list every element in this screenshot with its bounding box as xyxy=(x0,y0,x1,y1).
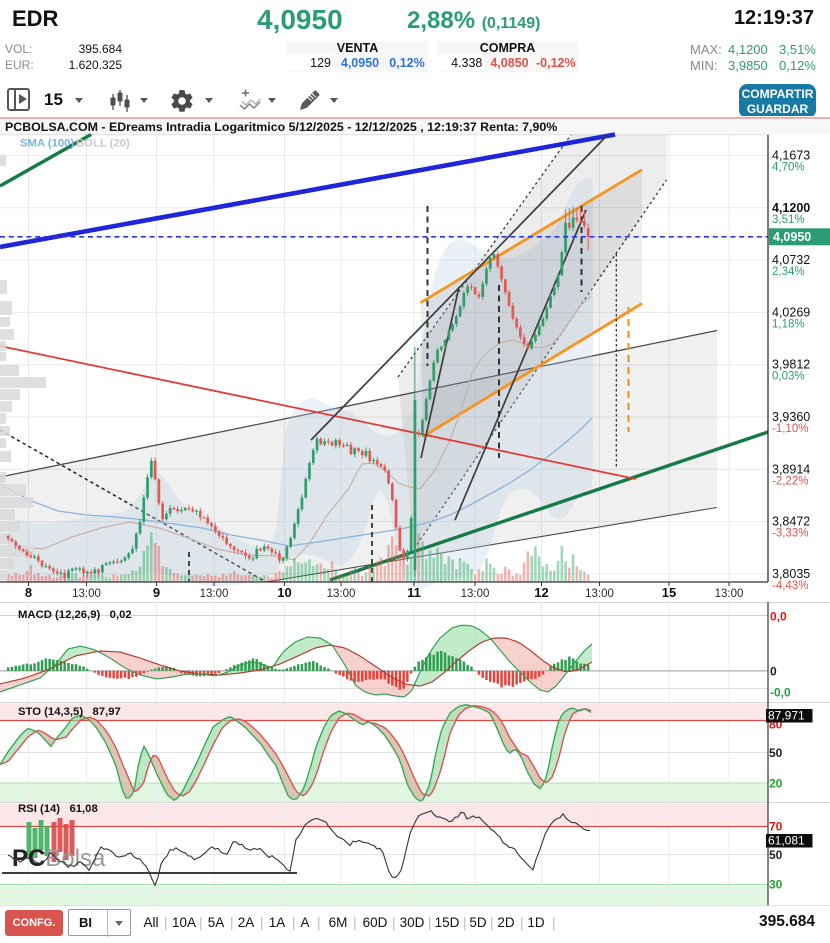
svg-text:MACD (12,26,9) 0,02: MACD (12,26,9) 0,02 xyxy=(18,609,132,621)
svg-text:4,0950: 4,0950 xyxy=(773,230,811,244)
svg-text:3,8914: 3,8914 xyxy=(772,462,810,476)
svg-text:3,9812: 3,9812 xyxy=(772,358,810,372)
svg-text:50: 50 xyxy=(769,848,783,862)
svg-text:-2,22%: -2,22% xyxy=(772,475,808,487)
svg-text:20: 20 xyxy=(769,777,783,791)
svg-text:0,0: 0,0 xyxy=(770,610,787,624)
svg-text:4,1200: 4,1200 xyxy=(772,201,810,215)
svg-text:11: 11 xyxy=(407,585,421,600)
svg-text:87,971: 87,971 xyxy=(768,709,805,723)
svg-text:9: 9 xyxy=(153,585,160,600)
svg-text:13:00: 13:00 xyxy=(585,588,614,600)
svg-text:-3,33%: -3,33% xyxy=(772,528,808,540)
svg-text:RSI (14) 61,08: RSI (14) 61,08 xyxy=(18,803,98,815)
svg-text:-4,43%: -4,43% xyxy=(772,580,808,592)
svg-text:3,8035: 3,8035 xyxy=(772,567,810,581)
svg-text:1,18%: 1,18% xyxy=(772,318,805,330)
svg-text:STO (14,3,5) 87,97: STO (14,3,5) 87,97 xyxy=(18,706,121,718)
svg-text:10: 10 xyxy=(277,585,291,600)
svg-text:0,03%: 0,03% xyxy=(772,371,805,383)
svg-text:13:00: 13:00 xyxy=(327,588,356,600)
svg-text:2,34%: 2,34% xyxy=(772,266,805,278)
svg-text:13:00: 13:00 xyxy=(461,588,490,600)
svg-text:-1,10%: -1,10% xyxy=(772,423,808,435)
svg-text:4,70%: 4,70% xyxy=(772,162,805,174)
svg-text:-0,0: -0,0 xyxy=(770,686,791,700)
svg-text:3,51%: 3,51% xyxy=(772,214,805,226)
svg-text:8: 8 xyxy=(25,585,32,600)
svg-text:15: 15 xyxy=(662,585,676,600)
svg-text:13:00: 13:00 xyxy=(72,588,101,600)
svg-text:PCBOLSA.COM - EDreams Intradia: PCBOLSA.COM - EDreams Intradia Logaritmi… xyxy=(5,120,557,134)
svg-text:4,0732: 4,0732 xyxy=(772,253,810,267)
svg-text:70: 70 xyxy=(769,820,783,834)
svg-text:4,0269: 4,0269 xyxy=(772,305,810,319)
svg-text:61,081: 61,081 xyxy=(768,834,805,848)
svg-text:SMA (100): SMA (100) xyxy=(20,138,74,150)
svg-text:3,8472: 3,8472 xyxy=(772,515,810,529)
svg-text:50: 50 xyxy=(769,746,783,760)
svg-text:12: 12 xyxy=(534,585,548,600)
svg-text:4,1673: 4,1673 xyxy=(772,149,810,163)
svg-text:3,9360: 3,9360 xyxy=(772,410,810,424)
svg-text:0: 0 xyxy=(770,665,777,679)
svg-text:BOLL (20): BOLL (20) xyxy=(76,138,130,150)
svg-text:13:00: 13:00 xyxy=(200,588,229,600)
svg-text:13:00: 13:00 xyxy=(715,588,744,600)
svg-text:30: 30 xyxy=(769,878,783,892)
